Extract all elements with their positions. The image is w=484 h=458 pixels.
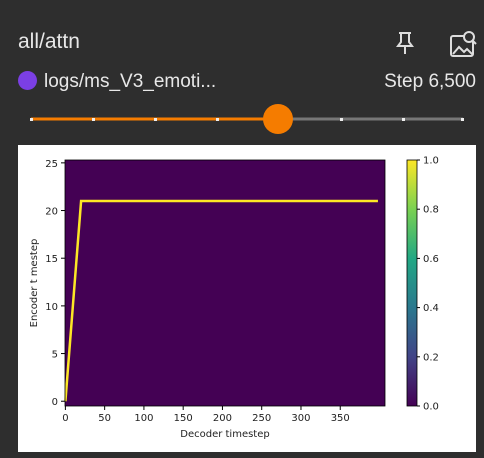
y-tick-label: 0 <box>52 397 58 408</box>
heatmap-background <box>65 160 385 406</box>
attention-alignment <box>64 199 378 402</box>
run-color <box>18 71 37 90</box>
y-tick-label: 15 <box>45 254 58 265</box>
x-tick-label: 100 <box>134 413 153 424</box>
run-name: logs/ms_V3_emoti... <box>44 71 217 92</box>
image-panel: 0 50 100 150 200 250 300 350 0 5 10 15 20 25 Decoder t… <box>18 145 476 452</box>
colorbar-tick-label: 0.4 <box>423 303 439 314</box>
x-tick-label: 300 <box>291 413 310 424</box>
plot-frame <box>64 159 386 407</box>
colorbar-tick-label: 1.0 <box>423 156 439 167</box>
colorbar-tick-label: 0.6 <box>423 254 439 265</box>
x-tick-label: 250 <box>252 413 271 424</box>
x-tick-label: 50 <box>98 413 111 424</box>
y-tick-label: 10 <box>45 302 58 313</box>
y-tick-label: 5 <box>52 350 58 361</box>
colorbar-tick-label: 0.8 <box>423 205 439 216</box>
x-tick-label: 0 <box>62 413 68 424</box>
y-axis-label: Encoder t mestep <box>29 239 40 328</box>
y-tick-label: 20 <box>45 207 58 218</box>
x-tick-label: 200 <box>213 413 232 424</box>
fullscreen-image-button[interactable] <box>450 31 477 57</box>
step-label: Step 6,500 <box>384 71 476 92</box>
card-title: all/attn <box>18 30 80 53</box>
colorbar-tick-label: 0.2 <box>423 352 439 363</box>
colorbar <box>406 159 418 407</box>
colorbar-tick-label: 0.0 <box>423 402 439 413</box>
step-slider[interactable] <box>0 100 484 140</box>
x-axis-label: Decoder timestep <box>180 429 269 440</box>
card-actions <box>396 31 477 57</box>
x-tick-label: 150 <box>174 413 193 424</box>
y-tick-label: 25 <box>45 159 58 170</box>
pin-button[interactable] <box>396 32 414 54</box>
x-tick-label: 350 <box>331 413 350 424</box>
